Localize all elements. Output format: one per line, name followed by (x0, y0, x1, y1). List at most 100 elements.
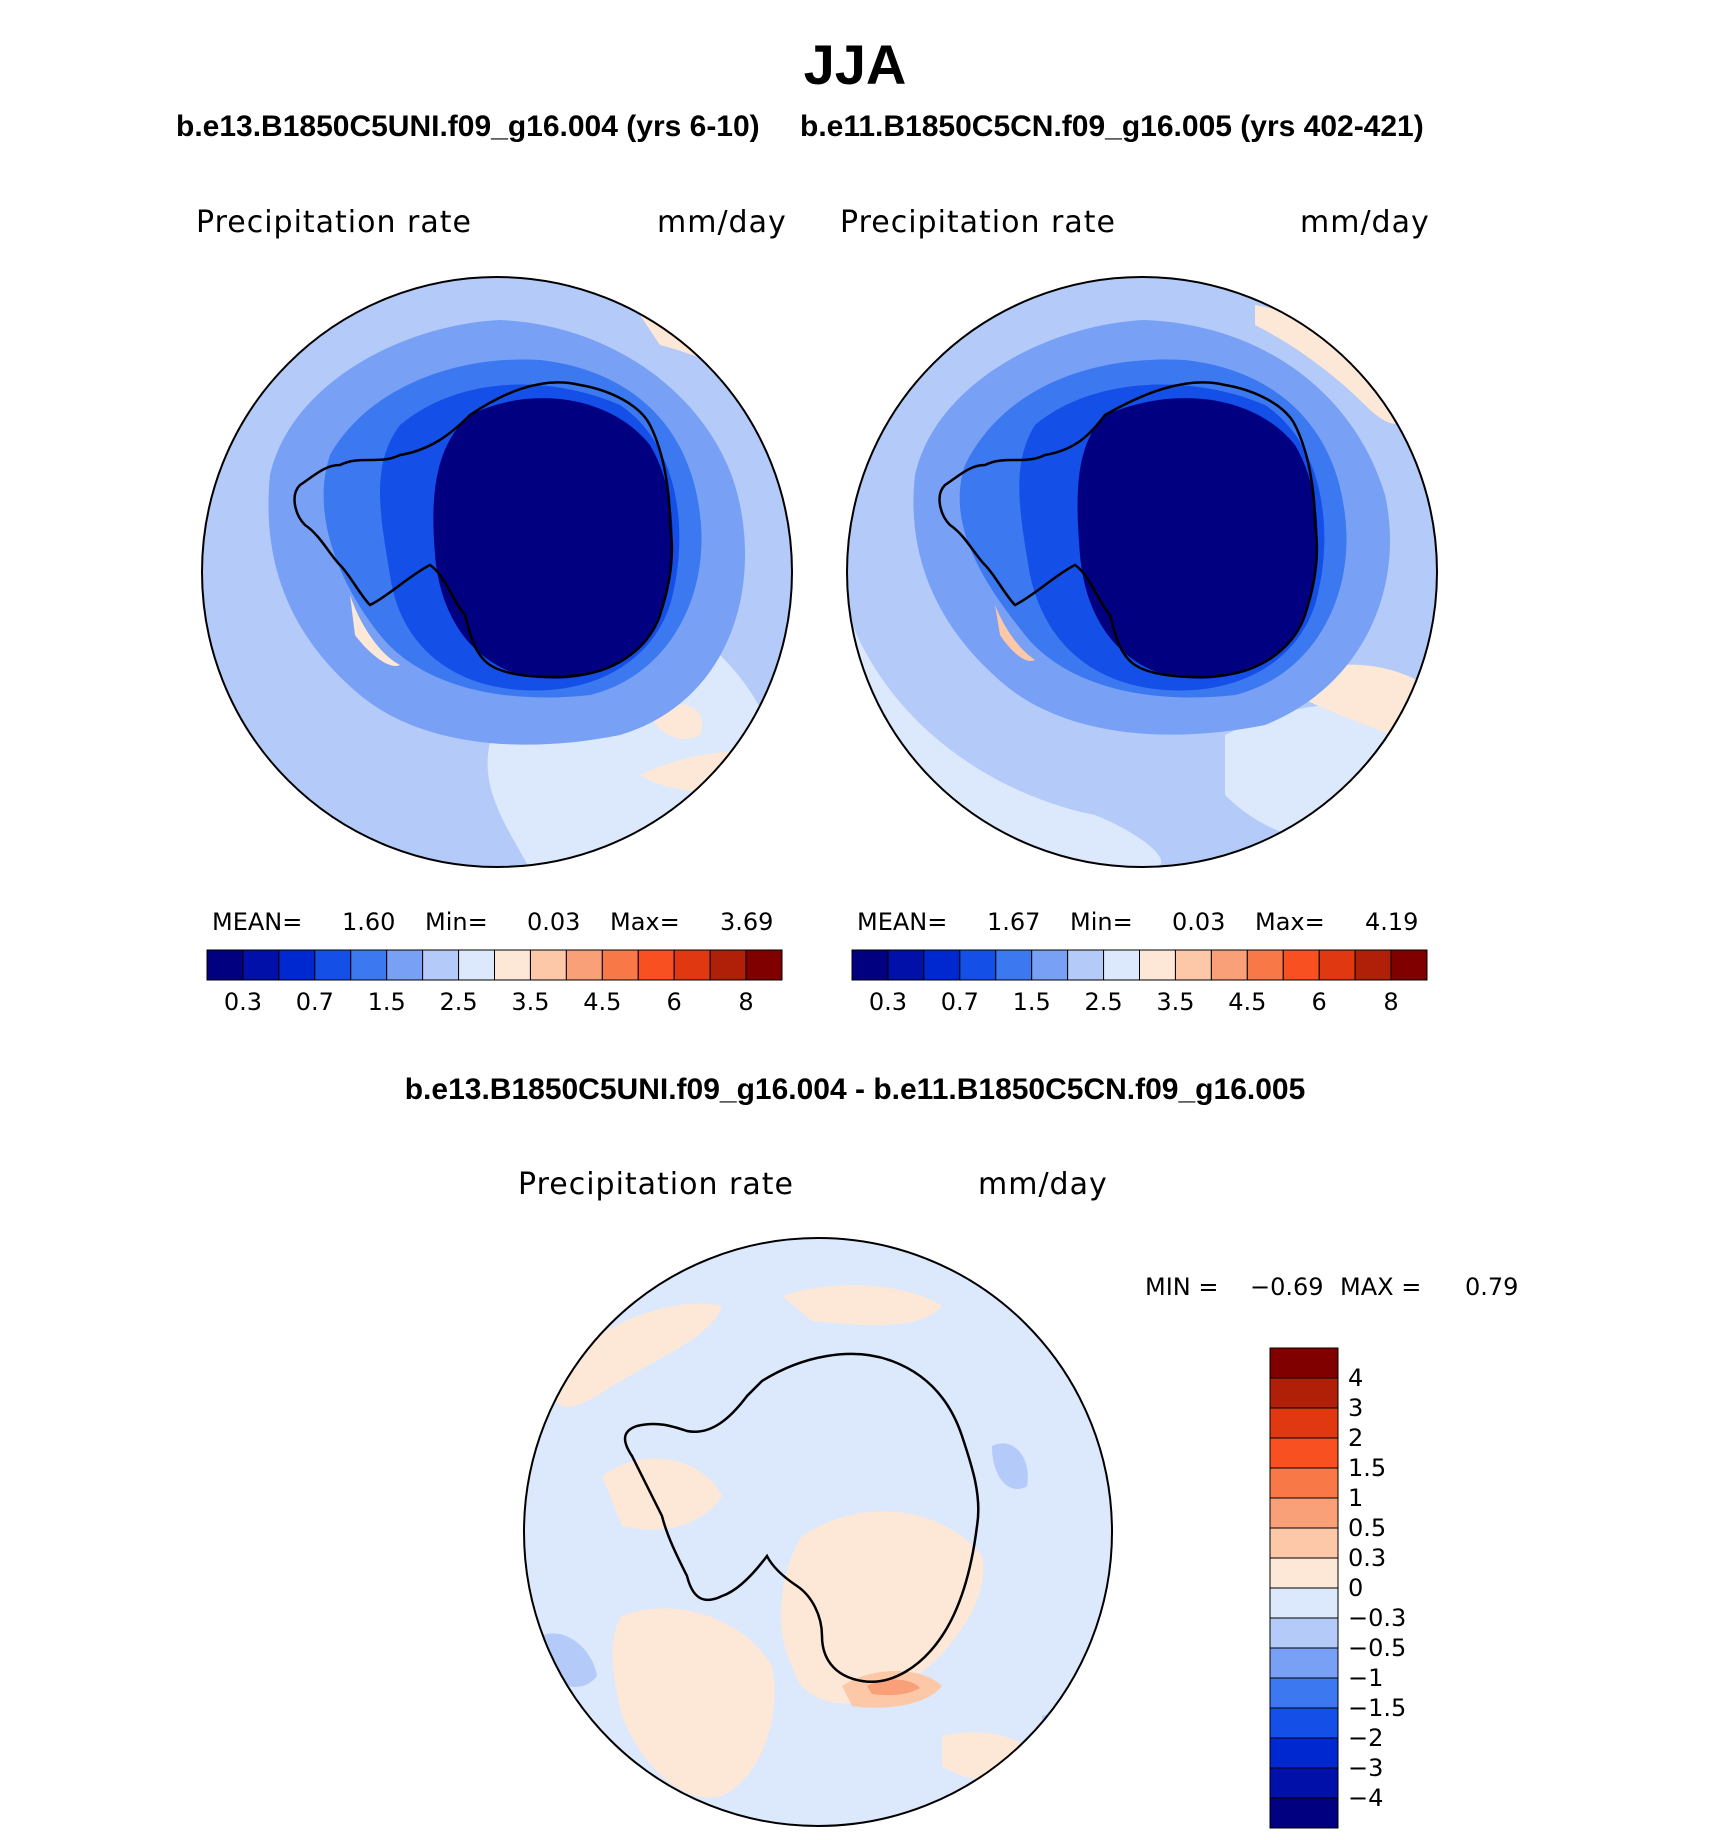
diff-colorbar-tick-label: 1.5 (1348, 1454, 1387, 1482)
panel-left-colorbar-swatch (350, 949, 388, 981)
diff-colorbar (1269, 1347, 1339, 1829)
panel-right-colorbar-tick-label: 2.5 (1084, 988, 1123, 1016)
diff-colorbar-tick-label: −3 (1348, 1754, 1384, 1782)
diff-max-value: 0.79 (1465, 1273, 1519, 1301)
panel-right-colorbar-swatch (851, 949, 889, 981)
panel-right-colorbar-tick-label: 0.7 (940, 988, 979, 1016)
panel-right-colorbar-swatch (923, 949, 961, 981)
map-region-darkest (1077, 398, 1318, 679)
panel-right-colorbar-tick-label: 6 (1311, 988, 1327, 1016)
diff-colorbar-swatch (1269, 1707, 1339, 1739)
panel-left-mean-value: 1.60 (342, 908, 396, 936)
diff-panel-title: b.e13.B1850C5UNI.f09_g16.004 - b.e11.B18… (404, 1073, 1306, 1106)
panel-left-colorbar-tick-label: 2.5 (439, 988, 478, 1016)
diff-colorbar-swatch (1269, 1467, 1339, 1499)
panel-left-min-value: 0.03 (527, 908, 581, 936)
diff-colorbar-swatch (1269, 1767, 1339, 1799)
diff-colorbar-tick-label: −0.5 (1348, 1634, 1407, 1662)
diff-colorbar-tick-label: 2 (1348, 1424, 1364, 1452)
panel-right-colorbar-swatch (1318, 949, 1356, 981)
diff-colorbar-tick-label: −1 (1348, 1664, 1384, 1692)
diff-colorbar-tick-label: −1.5 (1348, 1694, 1407, 1722)
panel-left-max-label: Max= (610, 908, 680, 936)
map-region-positive (602, 1458, 722, 1530)
panel-left-colorbar-tick-label: 6 (666, 988, 682, 1016)
panel-left-colorbar-swatch (601, 949, 639, 981)
map-boundary (201, 276, 793, 868)
panel-left-colorbar-swatch (745, 949, 783, 981)
panel-right-min-label: Min= (1070, 908, 1133, 936)
panel-right-colorbar-swatch (1210, 949, 1248, 981)
diff-colorbar-swatch (1269, 1377, 1339, 1409)
panel-right-colorbar-tick-label: 0.3 (868, 988, 908, 1016)
diff-panel-units-label: mm/day (978, 1167, 1108, 1202)
panel-left-colorbar-swatch (565, 949, 603, 981)
diff-min-label: MIN = (1145, 1273, 1219, 1301)
map-region-positive (781, 1511, 984, 1704)
map-region-wet (1255, 305, 1415, 424)
diff-colorbar-swatch (1269, 1737, 1339, 1769)
diff-colorbar-swatch (1269, 1647, 1339, 1679)
diff-colorbar-tick-label: −0.3 (1348, 1604, 1407, 1632)
panel-left-variable-label: Precipitation rate (196, 205, 472, 240)
panel-left-colorbar-swatch (458, 949, 495, 981)
panel-left-mean-label: MEAN= (212, 908, 303, 936)
panel-left-colorbar-swatch (494, 949, 531, 981)
antarctica-coastline (623, 1352, 980, 1684)
antarctica-coastline (938, 381, 1319, 679)
diff-colorbar-tick-label: 0 (1348, 1574, 1364, 1602)
diff-colorbar-tick-label: −2 (1348, 1724, 1384, 1752)
panel-left-map (201, 276, 793, 868)
diff-colorbar-swatch (1269, 1677, 1339, 1709)
panel-left-colorbar-tick-label: 3.5 (511, 988, 550, 1016)
panel-right-colorbar-swatch (1390, 949, 1428, 981)
panel-right-variable-label: Precipitation rate (840, 205, 1116, 240)
panel-right-colorbar-swatch (1282, 949, 1320, 981)
panel-right-colorbar-swatch (1246, 949, 1284, 981)
diff-colorbar-swatch (1269, 1347, 1339, 1379)
panel-right-mean-label: MEAN= (857, 908, 948, 936)
panel-right-title: b.e11.B1850C5CN.f09_g16.005 (yrs 402-421… (800, 110, 1424, 143)
panel-right-colorbar-tick-label: 8 (1383, 988, 1399, 1016)
panel-left-colorbar-tick-label: 0.3 (223, 988, 263, 1016)
panel-left-min-label: Min= (425, 908, 488, 936)
map-boundary (846, 276, 1438, 868)
diff-colorbar-swatch (1269, 1437, 1339, 1469)
panel-left-colorbar-tick-label: 4.5 (583, 988, 622, 1016)
map-boundary (523, 1237, 1113, 1827)
map-region-positive (782, 1285, 942, 1326)
panel-left-colorbar-tick-label: 1.5 (367, 988, 406, 1016)
panel-left-colorbar-swatch (314, 949, 352, 981)
diff-colorbar-tick-label: −4 (1348, 1784, 1384, 1812)
panel-right-colorbar-tick-label: 1.5 (1012, 988, 1051, 1016)
panel-left-units-label: mm/day (657, 205, 787, 240)
diff-colorbar-swatch (1269, 1797, 1339, 1829)
map-region-positive (552, 1303, 722, 1407)
panel-left-colorbar-swatch (386, 949, 424, 981)
diff-colorbar-swatch (1269, 1617, 1339, 1649)
panel-right-colorbar-swatch (1103, 949, 1140, 981)
diff-colorbar-swatch (1269, 1557, 1339, 1589)
panel-left-colorbar-swatch (422, 949, 460, 981)
map-region-coast-wet (995, 605, 1035, 661)
map-region-positive (612, 1608, 775, 1798)
panel-right-colorbar (851, 949, 1428, 981)
panel-left-colorbar-swatch (709, 949, 747, 981)
diff-panel-map (523, 1237, 1113, 1827)
panel-left-colorbar (206, 949, 783, 981)
map-region-negative (992, 1443, 1028, 1490)
panel-right-colorbar-swatch (1354, 949, 1392, 981)
panel-left-colorbar-swatch (242, 949, 280, 981)
panel-right-colorbar-swatch (1139, 949, 1176, 981)
panel-right-colorbar-swatch (1031, 949, 1069, 981)
diff-colorbar-tick-label: 3 (1348, 1394, 1364, 1422)
panel-right-min-value: 0.03 (1172, 908, 1226, 936)
panel-left-colorbar-swatch (529, 949, 567, 981)
panel-right-max-label: Max= (1255, 908, 1325, 936)
map-region-negative (1042, 1713, 1085, 1759)
page-title: JJA (803, 33, 907, 96)
panel-left-colorbar-tick-label: 8 (738, 988, 754, 1016)
panel-left-colorbar-swatch (278, 949, 316, 981)
antarctica-coastline (293, 381, 674, 679)
diff-max-label: MAX = (1340, 1273, 1422, 1301)
